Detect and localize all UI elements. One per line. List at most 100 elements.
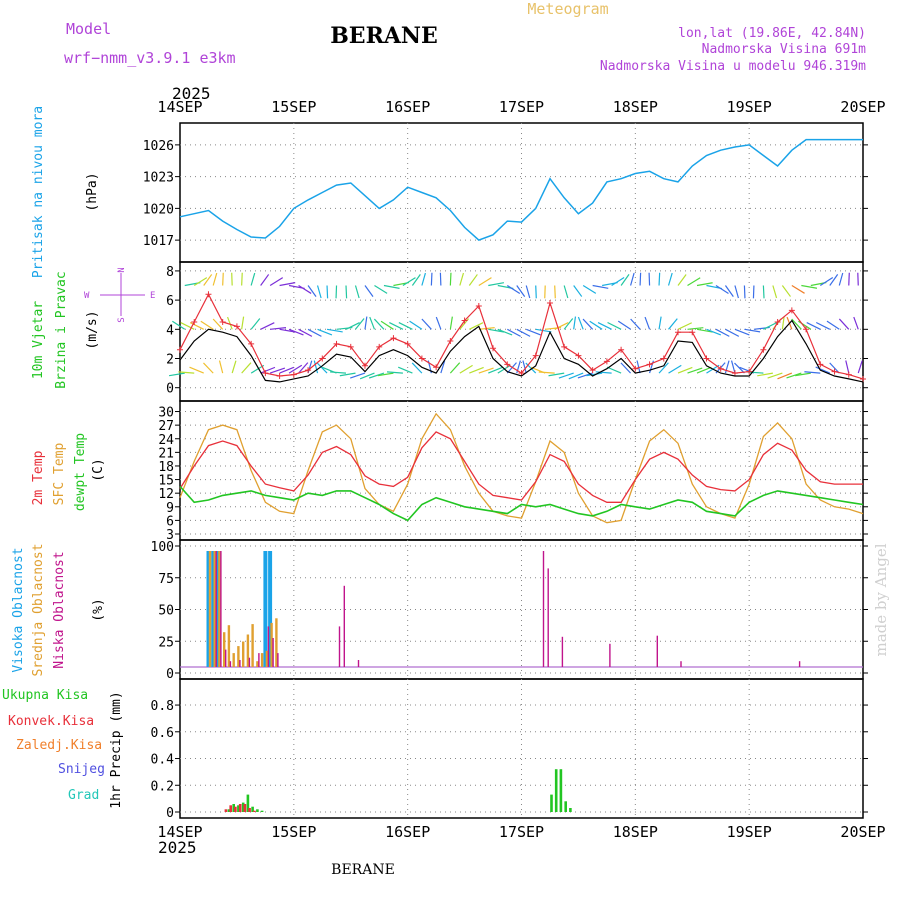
wind-arrow-icon [222,272,224,286]
cloud-bar [270,622,273,667]
precip-bar [243,804,247,812]
y-tick-label: 50 [158,604,174,619]
year-bottom: 2025 [158,838,197,857]
cloud-bar [223,632,226,667]
wind-arrow-icon [326,285,329,299]
wind-arrow-icon [558,372,574,379]
x-tick-label-top: 17SEP [499,98,544,116]
precip-bar [227,809,231,812]
wind-arrow-icon [826,320,840,330]
x-tick-label-bottom: 15SEP [271,823,316,841]
sfc-temp-label: SFC Temp [52,443,67,506]
y-tick-label: 4 [166,323,174,338]
wind-arrow-icon [838,318,850,330]
wind-arrow-icon [815,366,831,374]
wind-y-ticks: 0 2 4 6 8 [166,265,868,397]
wind-arrow-icon [203,274,213,286]
mid-cloud-label: Srednja Oblacnost [31,543,46,676]
wind-arrow-icon [696,328,713,333]
wind-arrow-icon [724,285,734,298]
wind-arrow-icon [226,316,233,330]
wind-arrow-icon [786,372,802,379]
wind-arrow-icon [355,318,365,330]
wind-arrow-icon [279,328,296,333]
wind-arrow-icon [582,285,597,294]
x-tick-label-bottom: 18SEP [613,823,658,841]
wind-arrow-icon [636,360,641,374]
wind-arrow-icon [469,322,484,330]
cloud-bar [213,551,216,667]
wind-arrow-icon [316,285,322,299]
wind-arrow-icon [421,272,427,286]
cloud-bar [547,568,549,667]
cloud-bar [248,657,251,667]
wind-arrow-icon [389,322,404,330]
wind-arrow-icon [781,316,785,330]
top-day-labels: 14SEP 15SEP 16SEP 17SEP 18SEP 19SEP 20SEP [157,98,885,116]
gust-marker [404,340,411,347]
wind-arrow-icon [506,285,521,294]
wind-arrow-icon [522,360,527,374]
wind-arrow-icon [781,285,791,297]
y-tick-label: 0.2 [151,779,174,794]
svg-text:S: S [117,317,127,322]
high-cloud-label: Visoka Oblacnost [11,547,26,672]
wind-arrow-icon [380,320,394,330]
wind-arrow-icon [506,328,521,337]
conv-precip-label: Konvek.Kisa [8,714,94,729]
wind-arrow-icon [411,274,421,286]
wind-arrow-icon [369,316,376,330]
wind-arrow-icon [478,277,492,287]
x-tick-label-top: 15SEP [271,98,316,116]
wind-arrow-icon [734,285,739,299]
wind-arrow-icon [791,318,802,330]
wind-arrow-icon [359,372,375,380]
wind-arrow-icon [777,372,793,380]
wind-arrow-icon [668,318,678,330]
wind-arrow-icon [409,320,423,330]
cloud-bar [227,625,231,667]
wind-arrow-icon [763,321,778,330]
gust-marker [461,317,468,324]
bottom-day-labels: 14SEP 15SEP 16SEP 17SEP 18SEP 19SEP 20SEP [157,823,885,841]
wind-arrow-icon [838,272,844,286]
gust-marker [703,355,710,362]
wind-arrow-icon [317,328,333,336]
wind-arrow-icon [488,282,505,287]
wind-arrow-icon [696,366,712,374]
gust-marker [817,361,824,368]
wind-arrow-icon [241,316,245,330]
wind-speed-line [179,319,864,383]
wind-arrow-icon [364,316,368,330]
pressure-ylabel: Pritisak na nivou mora [31,106,46,278]
wind-arrow-icon [440,360,446,374]
y-tick-label: 12 [158,487,174,502]
model-label: Model [66,20,111,38]
footer-title: BERANE [331,862,395,878]
wind-arrow-icon [747,371,764,374]
cloud-bar [251,624,254,667]
cloud-y-ticks: 0 25 50 75 100 [151,540,868,682]
wind-arrow-icon [829,274,839,286]
x-tick-label-bottom: 19SEP [727,823,772,841]
wind-arrow-icon [767,372,783,379]
wind-arrow-icon [804,371,821,374]
y-tick-label: 100 [151,540,174,555]
pressure-unit: (hPa) [85,172,100,211]
wind-arrow-icon [554,322,569,330]
wind-arrow-icon [668,364,682,374]
wind-arrow-icon [326,328,343,333]
precip-y-ticks: 0 0.2 0.4 0.6 0.8 [151,699,868,821]
wind-arrow-icon [639,272,642,286]
wind-arrow-icon [488,328,505,333]
y-tick-label: 75 [158,572,174,587]
wind-arrow-icon [734,328,750,336]
x-tick-label-top: 18SEP [613,98,658,116]
low-cloud-label: Niska Oblacnost [52,551,67,668]
wind-arrow-icon [345,285,348,299]
watermark: made by Angel [872,543,890,656]
wind-arrow-icon [743,285,746,299]
wind-arrow-icon [526,328,541,336]
